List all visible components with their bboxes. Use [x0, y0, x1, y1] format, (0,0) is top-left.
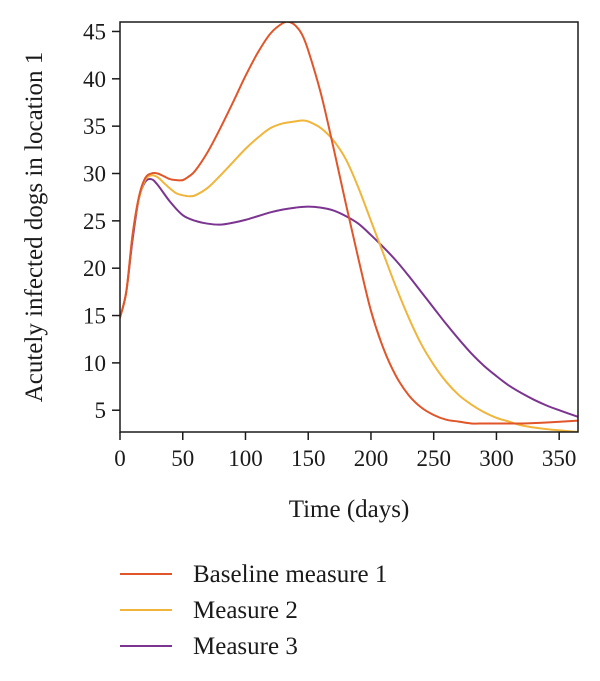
legend-label-measure-3: Measure 3 — [193, 633, 298, 660]
y-tick-label: 30 — [83, 162, 106, 187]
legend: Baseline measure 1 Measure 2 Measure 3 — [120, 561, 387, 660]
y-tick-label: 35 — [83, 114, 106, 139]
series-line-baseline-measure-1 — [120, 22, 578, 425]
y-tick-label: 25 — [83, 209, 106, 234]
series-line-measure-2 — [120, 119, 578, 432]
legend-label-measure-2: Measure 2 — [193, 597, 298, 624]
x-tick-label: 300 — [479, 446, 514, 471]
x-tick-label: 100 — [228, 446, 263, 471]
x-tick-label: 350 — [542, 446, 577, 471]
y-tick-label: 45 — [83, 19, 106, 44]
x-tick-label: 0 — [114, 446, 126, 471]
y-tick-label: 15 — [83, 304, 106, 329]
y-tick-label: 40 — [83, 67, 106, 92]
x-axis-label: Time (days) — [289, 496, 410, 523]
x-tick-label: 250 — [416, 446, 451, 471]
x-tick-label: 200 — [354, 446, 389, 471]
series-line-measure-3 — [120, 177, 578, 418]
series-layer — [120, 22, 578, 432]
y-tick-label: 10 — [83, 351, 106, 376]
plot-frame — [119, 21, 579, 433]
x-tick-label: 50 — [171, 446, 194, 471]
y-tick-label: 20 — [83, 256, 106, 281]
legend-label-baseline-measure-1: Baseline measure 1 — [193, 561, 387, 588]
x-tick-label: 150 — [291, 446, 326, 471]
y-axis: 5 10 15 20 25 30 35 40 45 — [83, 19, 120, 423]
x-axis: 0 50 100 150 200 250 300 350 — [114, 432, 576, 471]
y-axis-label: Acutely infected dogs in location 1 — [21, 52, 48, 403]
y-tick-label: 5 — [95, 398, 107, 423]
